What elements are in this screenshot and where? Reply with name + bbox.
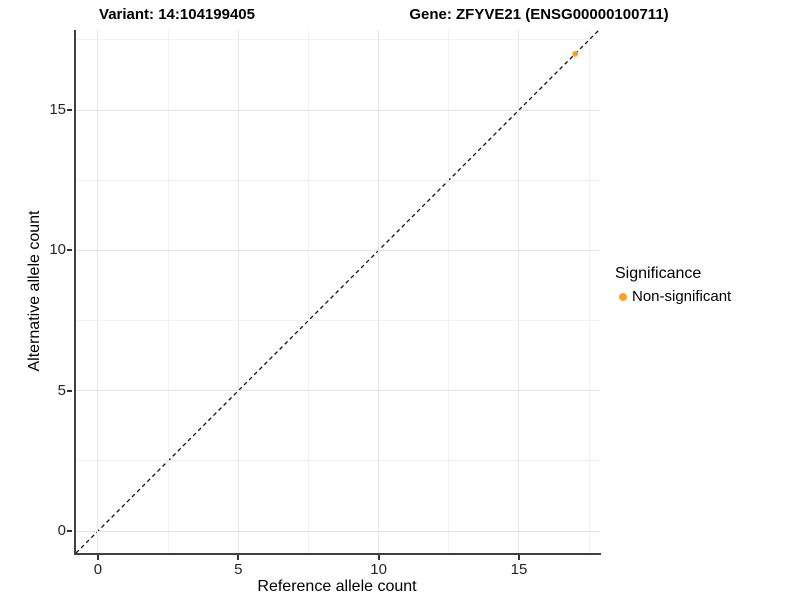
x-tick-mark [377,555,380,560]
y-tick-label: 10 [49,241,66,259]
y-axis-title: Alternative allele count [26,210,43,372]
y-major-gridline [76,249,599,251]
plot-title-gene: Gene: ZFYVE21 (ENSG00000100711) [409,6,669,23]
y-minor-gridline [76,179,599,181]
y-minor-gridline [76,320,599,322]
x-minor-gridline [448,30,450,553]
legend-key [615,293,630,301]
x-axis-title: Reference allele count [257,578,417,595]
y-tick-mark [67,389,72,392]
x-major-gridline [378,30,380,553]
x-minor-gridline [167,30,169,553]
y-tick-mark [67,530,72,533]
x-minor-gridline [588,30,590,553]
x-major-gridline [237,30,239,553]
x-tick-label: 15 [510,561,528,578]
y-major-gridline [76,109,599,111]
x-tick-mark [96,555,99,560]
y-tick-label: 5 [57,381,66,399]
x-major-gridline [97,30,99,553]
x-major-gridline [518,30,520,553]
legend-item-non-significant: Non-significant [615,288,731,306]
legend-point-icon [618,293,627,301]
x-tick-mark [517,555,520,560]
x-minor-gridline [307,30,309,553]
plot-canvas [75,29,600,554]
plot-title-variant: Variant: 14:104199405 [99,6,255,23]
identity-dashed-line [75,29,600,554]
x-tick-label: 5 [234,561,243,578]
y-tick-mark [67,109,72,111]
x-tick-label: 0 [93,561,103,578]
y-tick-label: 15 [49,101,66,118]
plot-panel: 0 5 10 15 0 5 10 15 [49,29,600,578]
y-minor-gridline [76,460,599,462]
y-major-gridline [76,390,599,392]
x-axis-line [74,553,601,555]
legend-item-label: Non-significant [632,288,732,305]
data-point [572,50,579,57]
y-minor-gridline [76,39,599,41]
y-tick-label: 0 [57,522,66,540]
x-tick-mark [237,555,240,560]
legend-title: Significance [615,265,702,282]
y-tick-mark [67,249,72,252]
legend: Significance Non-significant [615,264,731,306]
y-major-gridline [76,530,599,532]
y-axis-line [74,30,76,555]
x-tick-label: 10 [370,561,387,578]
